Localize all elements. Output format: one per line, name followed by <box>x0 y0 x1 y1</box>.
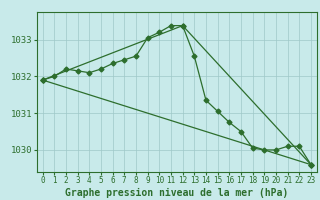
X-axis label: Graphe pression niveau de la mer (hPa): Graphe pression niveau de la mer (hPa) <box>65 188 288 198</box>
